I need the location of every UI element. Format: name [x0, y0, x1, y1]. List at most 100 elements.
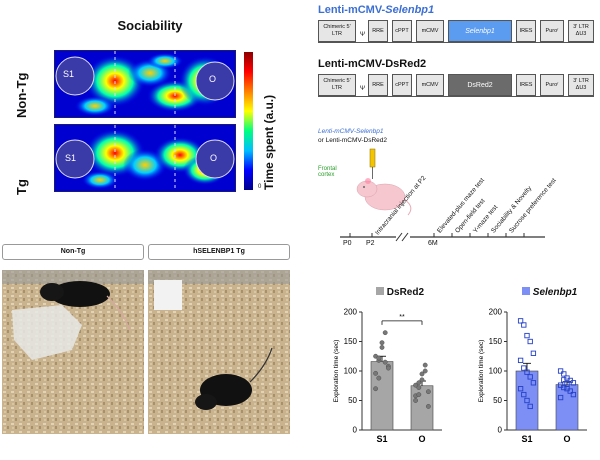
data-point [373, 386, 378, 392]
data-point [413, 398, 419, 403]
data-point [379, 340, 385, 346]
data-point [416, 385, 422, 390]
heatmap-tg: S1 O [54, 124, 236, 192]
y-tick-label: 0 [353, 426, 358, 435]
data-point [524, 397, 530, 404]
vector-element: Puroʳ [540, 20, 564, 42]
vector-element: cPPT [392, 74, 412, 96]
bar [515, 370, 539, 431]
y-axis-label: Exploration time (sec) [478, 340, 485, 403]
vector2-map: Chimeric 5' LTR Ψ RRE cPPT mCMV DsRed2 I… [318, 74, 598, 100]
legend-dsred2: DsRed2 [376, 287, 424, 298]
data-point [413, 382, 419, 388]
vector-element: IRES [516, 20, 536, 42]
data-point [416, 380, 422, 386]
y-tick-label: 200 [489, 308, 503, 317]
data-point [530, 350, 537, 356]
vector1-title-prefix: Lenti-mCMV- [318, 4, 386, 16]
x-tick-label: S1 [376, 434, 387, 444]
data-point [376, 355, 382, 361]
heatmap-non-tg: S1 O [54, 50, 236, 118]
photo-tg [148, 270, 290, 434]
mouse-icon [50, 281, 110, 307]
tick-p0: P0 [343, 240, 352, 247]
vector-element: RRE [368, 20, 388, 42]
heatmap-non-tg-image [55, 51, 235, 117]
data-point [564, 381, 570, 387]
legend-swatch [376, 287, 384, 295]
vector-element: mCMV [416, 20, 444, 42]
x-tick-label: S1 [521, 434, 532, 444]
data-point [524, 369, 530, 375]
y-tick-label: 0 [498, 426, 503, 435]
photo-label-tg: hSELENBP1 Tg [148, 244, 290, 260]
data-point [419, 371, 425, 377]
data-point [527, 338, 533, 345]
photo-non-tg [2, 270, 144, 434]
significance-label: ** [399, 314, 405, 321]
colorbar-min-label: 0 [258, 184, 262, 190]
x-tick-label: O [418, 434, 425, 444]
row-label-tg: Tg [14, 179, 29, 195]
vector1-title: Lenti-mCMV-Selenbp1 [318, 4, 434, 16]
y-tick-label: 50 [348, 396, 357, 405]
legend-label: Selenbp1 [532, 287, 578, 298]
data-point [422, 362, 428, 368]
colorbar-label: Time spent (a.u.) [262, 94, 276, 190]
data-point [426, 404, 431, 409]
vector-element: 3' LTR ΔU3 [568, 74, 594, 96]
data-point [521, 365, 527, 371]
data-point [517, 318, 524, 324]
data-point [557, 368, 564, 374]
legend-selenbp1: Selenbp1 [522, 287, 577, 298]
legend-label: DsRed2 [386, 287, 425, 298]
nesting-material [12, 305, 82, 360]
vector-element: Puroʳ [540, 74, 564, 96]
tick-6m: 6M [428, 240, 438, 247]
zone-o-label: O [209, 74, 217, 84]
vector-element: IRES [516, 74, 536, 96]
colorbar [244, 52, 253, 190]
heatmap-tg-image [55, 125, 235, 191]
vector-element: Chimeric 5' LTR [318, 74, 356, 96]
data-point [376, 375, 382, 381]
y-axis-label: Exploration time (sec) [333, 340, 340, 403]
bar [555, 384, 579, 431]
data-point [517, 357, 524, 364]
data-point [570, 380, 577, 386]
vector-element: cPPT [392, 20, 412, 42]
bar-charts: 0 50 100 150 200 Exploration time (sec) S1 O ** 0… [333, 308, 587, 444]
photo-label-non-tg: Non-Tg [2, 244, 144, 260]
vector1-map: Chimeric 5' LTR Ψ RRE cPPT mCMV Selenbp1… [318, 20, 598, 46]
row-label-non-tg: Non-Tg [14, 72, 29, 118]
data-point [422, 368, 428, 374]
data-point [379, 345, 385, 350]
x-tick-label: O [563, 434, 570, 444]
legend-swatch [522, 287, 530, 295]
data-point [373, 370, 378, 376]
vector-insert-dsred2: DsRed2 [448, 74, 512, 96]
data-point [419, 377, 425, 383]
heatmap-title: Sociability [117, 18, 183, 33]
y-tick-label: 150 [344, 337, 358, 346]
data-point [382, 330, 388, 336]
data-point [557, 394, 564, 401]
data-point [567, 388, 573, 394]
y-tick-label: 150 [489, 337, 503, 346]
injection-site-label: Frontal cortex [318, 166, 337, 178]
vector-element: Chimeric 5' LTR [318, 20, 356, 42]
data-point [561, 377, 567, 383]
data-point [570, 391, 577, 398]
data-point [527, 374, 533, 380]
data-point [521, 391, 527, 398]
vector2-title: Lenti-mCMV-DsRed2 [318, 58, 427, 70]
zone-s1-label: S1 [63, 69, 75, 79]
vector-element: 3' LTR ΔU3 [568, 20, 594, 42]
data-point [530, 380, 537, 386]
data-point [521, 322, 527, 328]
data-point [561, 371, 567, 377]
vector-element: Ψ [360, 86, 366, 92]
zone-o-label: O [210, 153, 218, 163]
data-point [426, 389, 431, 395]
tick-p2: P2 [366, 240, 375, 247]
